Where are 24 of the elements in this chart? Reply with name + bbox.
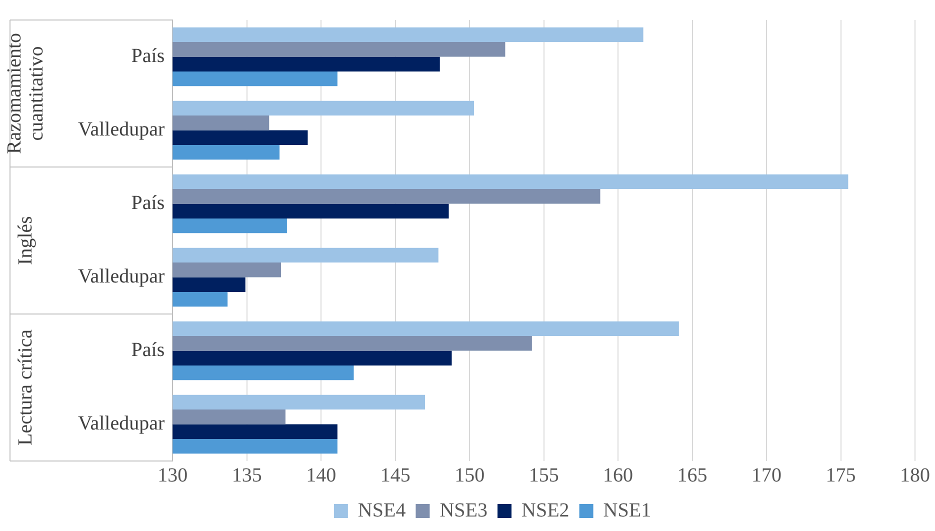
x-tick-label: 135 (232, 464, 262, 486)
y-tick-label: País (131, 192, 165, 214)
x-tick-label: 180 (900, 464, 930, 486)
legend-label: NSE3 (440, 499, 488, 522)
y-tick-label: País (131, 45, 165, 67)
text: Lectura crítica (14, 329, 36, 446)
legend-label: NSE2 (522, 499, 570, 522)
y-tick-label: País (131, 339, 165, 361)
x-tick-label: 145 (380, 464, 410, 486)
x-tick-label: 165 (677, 464, 708, 486)
x-tick-label: 150 (454, 464, 485, 486)
x-tick-label: 155 (528, 464, 559, 486)
legend-label: NSE1 (603, 499, 652, 522)
text: Inglés (14, 216, 36, 265)
legend-label: NSE4 (358, 499, 406, 522)
x-tick-label: 160 (603, 464, 634, 486)
x-tick-label: 130 (158, 464, 188, 486)
y-tick-label: Valledupar (78, 412, 165, 434)
y-tick-label: Valledupar (78, 266, 165, 288)
y-tick-label: Valledupar (78, 118, 165, 140)
x-tick-label: 170 (752, 464, 782, 486)
x-tick-label: 175 (826, 464, 856, 486)
text: Razomamiento cuantitativo (3, 32, 48, 154)
x-tick-label: 140 (306, 464, 336, 486)
